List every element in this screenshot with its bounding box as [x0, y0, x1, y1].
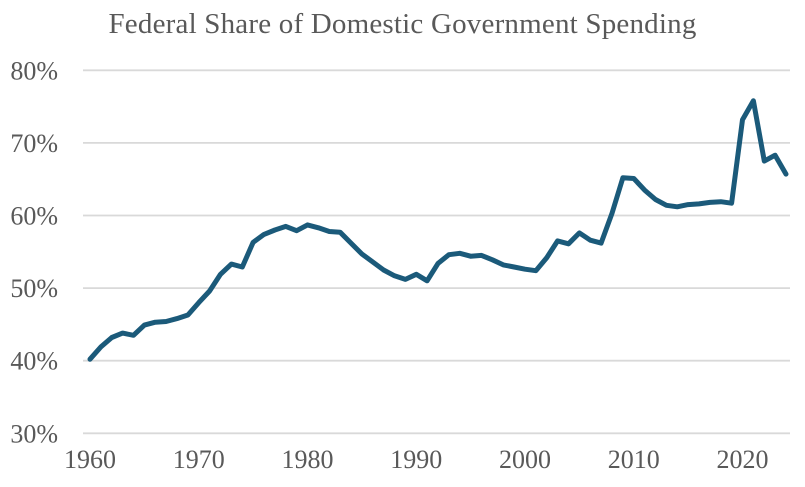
x-tick-label: 2000	[499, 445, 551, 474]
x-tick-label: 1990	[390, 445, 442, 474]
x-axis-tick-labels: 1960 1970 1980 1990 2000 2010 2020	[64, 445, 769, 474]
x-tick-label: 1970	[173, 445, 225, 474]
x-tick-label: 1960	[64, 445, 116, 474]
gridlines	[83, 69, 790, 435]
y-tick-label: 80%	[10, 56, 58, 85]
y-tick-label: 50%	[10, 274, 58, 303]
x-tick-label: 1980	[282, 445, 334, 474]
x-tick-label: 2020	[717, 445, 769, 474]
chart-title: Federal Share of Domestic Government Spe…	[108, 8, 697, 40]
y-tick-label: 60%	[10, 202, 58, 231]
data-series-line	[87, 98, 789, 362]
y-tick-label: 30%	[10, 419, 58, 448]
y-tick-label: 40%	[10, 347, 58, 376]
y-tick-label: 70%	[10, 129, 58, 158]
x-tick-label: 2010	[608, 445, 660, 474]
y-axis-tick-labels: 30% 40% 50% 60% 70% 80%	[10, 56, 58, 448]
